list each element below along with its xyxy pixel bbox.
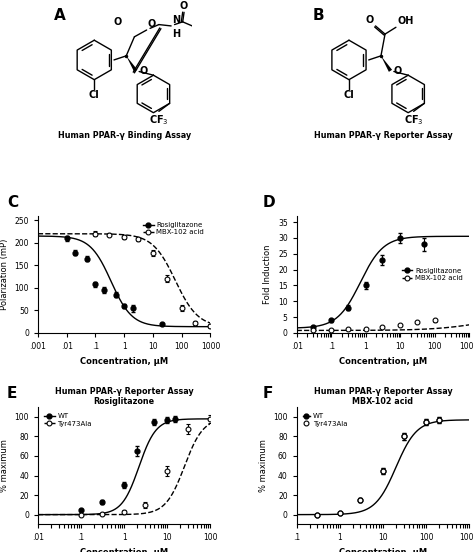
Legend: Rosiglitazone, MBX-102 acid: Rosiglitazone, MBX-102 acid [399, 265, 466, 284]
Text: Cl: Cl [89, 90, 100, 100]
Text: F: F [262, 386, 273, 401]
Polygon shape [381, 56, 392, 72]
Text: O: O [365, 14, 374, 25]
Polygon shape [126, 56, 137, 72]
Legend: WT, Tyr473Ala: WT, Tyr473Ala [41, 411, 95, 429]
Text: Human PPAR-γ Binding Assay: Human PPAR-γ Binding Assay [57, 131, 191, 140]
X-axis label: Concentration, μM: Concentration, μM [80, 357, 168, 365]
Legend: Rosiglitazone, MBX-102 acid: Rosiglitazone, MBX-102 acid [140, 219, 207, 238]
Text: C: C [7, 195, 18, 210]
Text: O: O [139, 66, 147, 76]
Legend: WT, Tyr473Ala: WT, Tyr473Ala [300, 411, 350, 429]
Title: Human PPAR-γ Reporter Assay
Rosiglitazone: Human PPAR-γ Reporter Assay Rosiglitazon… [55, 387, 193, 406]
Text: O: O [148, 19, 156, 29]
Text: Cl: Cl [344, 90, 355, 100]
X-axis label: Concentration, μM: Concentration, μM [80, 548, 168, 552]
Y-axis label: % maximum: % maximum [0, 439, 9, 492]
Text: OH: OH [397, 16, 414, 26]
Y-axis label: Polarization (mP): Polarization (mP) [0, 238, 9, 310]
Text: Human PPAR-γ Reporter Assay: Human PPAR-γ Reporter Assay [314, 131, 452, 140]
Y-axis label: Fold Induction: Fold Induction [264, 245, 273, 304]
X-axis label: Concentration, μM: Concentration, μM [339, 548, 427, 552]
X-axis label: Concentration, μM: Concentration, μM [339, 357, 427, 365]
Text: A: A [54, 8, 65, 23]
Text: O: O [180, 1, 188, 11]
Text: B: B [312, 8, 324, 23]
Text: CF$_3$: CF$_3$ [149, 113, 169, 127]
Text: N: N [173, 14, 181, 25]
Text: CF$_3$: CF$_3$ [404, 113, 423, 127]
Text: E: E [7, 386, 17, 401]
Text: O: O [114, 17, 122, 27]
Text: O: O [394, 66, 402, 76]
Y-axis label: % maximum: % maximum [259, 439, 268, 492]
Text: D: D [262, 195, 275, 210]
Text: H: H [172, 29, 180, 39]
Title: Human PPAR-γ Reporter Assay
MBX-102 acid: Human PPAR-γ Reporter Assay MBX-102 acid [314, 387, 452, 406]
